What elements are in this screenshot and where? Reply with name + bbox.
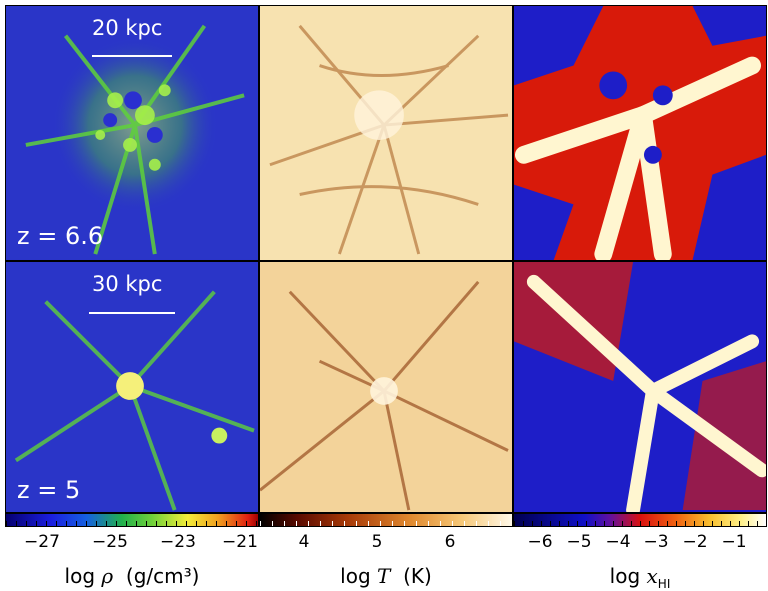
redshift-label-row2: z = 5 — [17, 476, 81, 504]
redshift-label-row1: z = 6.6 — [17, 222, 104, 250]
temperature-axis-label: log T (K) — [340, 564, 432, 588]
hi-fraction-map-z6-6 — [514, 6, 766, 260]
density-panel-z5 — [5, 261, 259, 513]
hi-axis-prefix: log — [609, 564, 641, 588]
temperature-tick-label: 4 — [298, 532, 310, 552]
density-axis-label: log ρ (g/cm³) — [65, 564, 200, 588]
temperature-tick-label: 5 — [371, 532, 383, 552]
density-tick-label: −25 — [92, 532, 128, 552]
scale-bar-row1 — [92, 55, 172, 57]
hi-fraction-panel-z5 — [513, 261, 767, 513]
temperature-colorbar — [259, 513, 513, 527]
density-axis-prefix: log — [64, 564, 96, 588]
density-map-z6-6 — [6, 6, 258, 260]
density-panel-z6-6 — [5, 5, 259, 261]
temperature-axis-symbol: T — [377, 564, 391, 588]
density-colorbar-ticks — [6, 521, 258, 526]
hi-axis-symbol: x — [646, 564, 658, 588]
scale-label-row1: 20 kpc — [92, 16, 163, 40]
temperature-panel-z6-6 — [259, 5, 513, 261]
temperature-axis-unit: (K) — [403, 564, 432, 588]
scale-label-row2: 30 kpc — [92, 272, 163, 296]
density-tick-label: −23 — [160, 532, 196, 552]
hi-tick-label: −1 — [721, 532, 747, 552]
hi-tick-label: −6 — [527, 532, 553, 552]
temperature-panel-z5 — [259, 261, 513, 513]
hi-tick-label: −4 — [605, 532, 631, 552]
hi-tick-label: −2 — [682, 532, 708, 552]
temperature-tick-label: 6 — [444, 532, 456, 552]
hi-tick-label: −3 — [643, 532, 669, 552]
temperature-axis-prefix: log — [340, 564, 371, 588]
density-axis-unit: (g/cm³) — [125, 564, 200, 588]
hi-fraction-colorbar-ticks — [514, 521, 766, 526]
density-tick-label: −27 — [24, 532, 60, 552]
temperature-map-z6-6 — [260, 6, 512, 260]
hi-axis-label: log xHI — [610, 564, 671, 591]
hi-fraction-panel-z6-6 — [513, 5, 767, 261]
density-tick-label: −21 — [222, 532, 258, 552]
hi-tick-label: −5 — [566, 532, 592, 552]
temperature-colorbar-ticks — [260, 521, 512, 526]
density-map-z5 — [6, 262, 258, 512]
hi-axis-subscript: HI — [657, 577, 671, 591]
scale-bar-row2 — [89, 312, 175, 314]
density-axis-symbol: ρ — [101, 564, 114, 588]
density-colorbar — [5, 513, 259, 527]
temperature-map-z5 — [260, 262, 512, 512]
hi-fraction-colorbar — [513, 513, 767, 527]
hi-fraction-map-z5 — [514, 262, 766, 512]
